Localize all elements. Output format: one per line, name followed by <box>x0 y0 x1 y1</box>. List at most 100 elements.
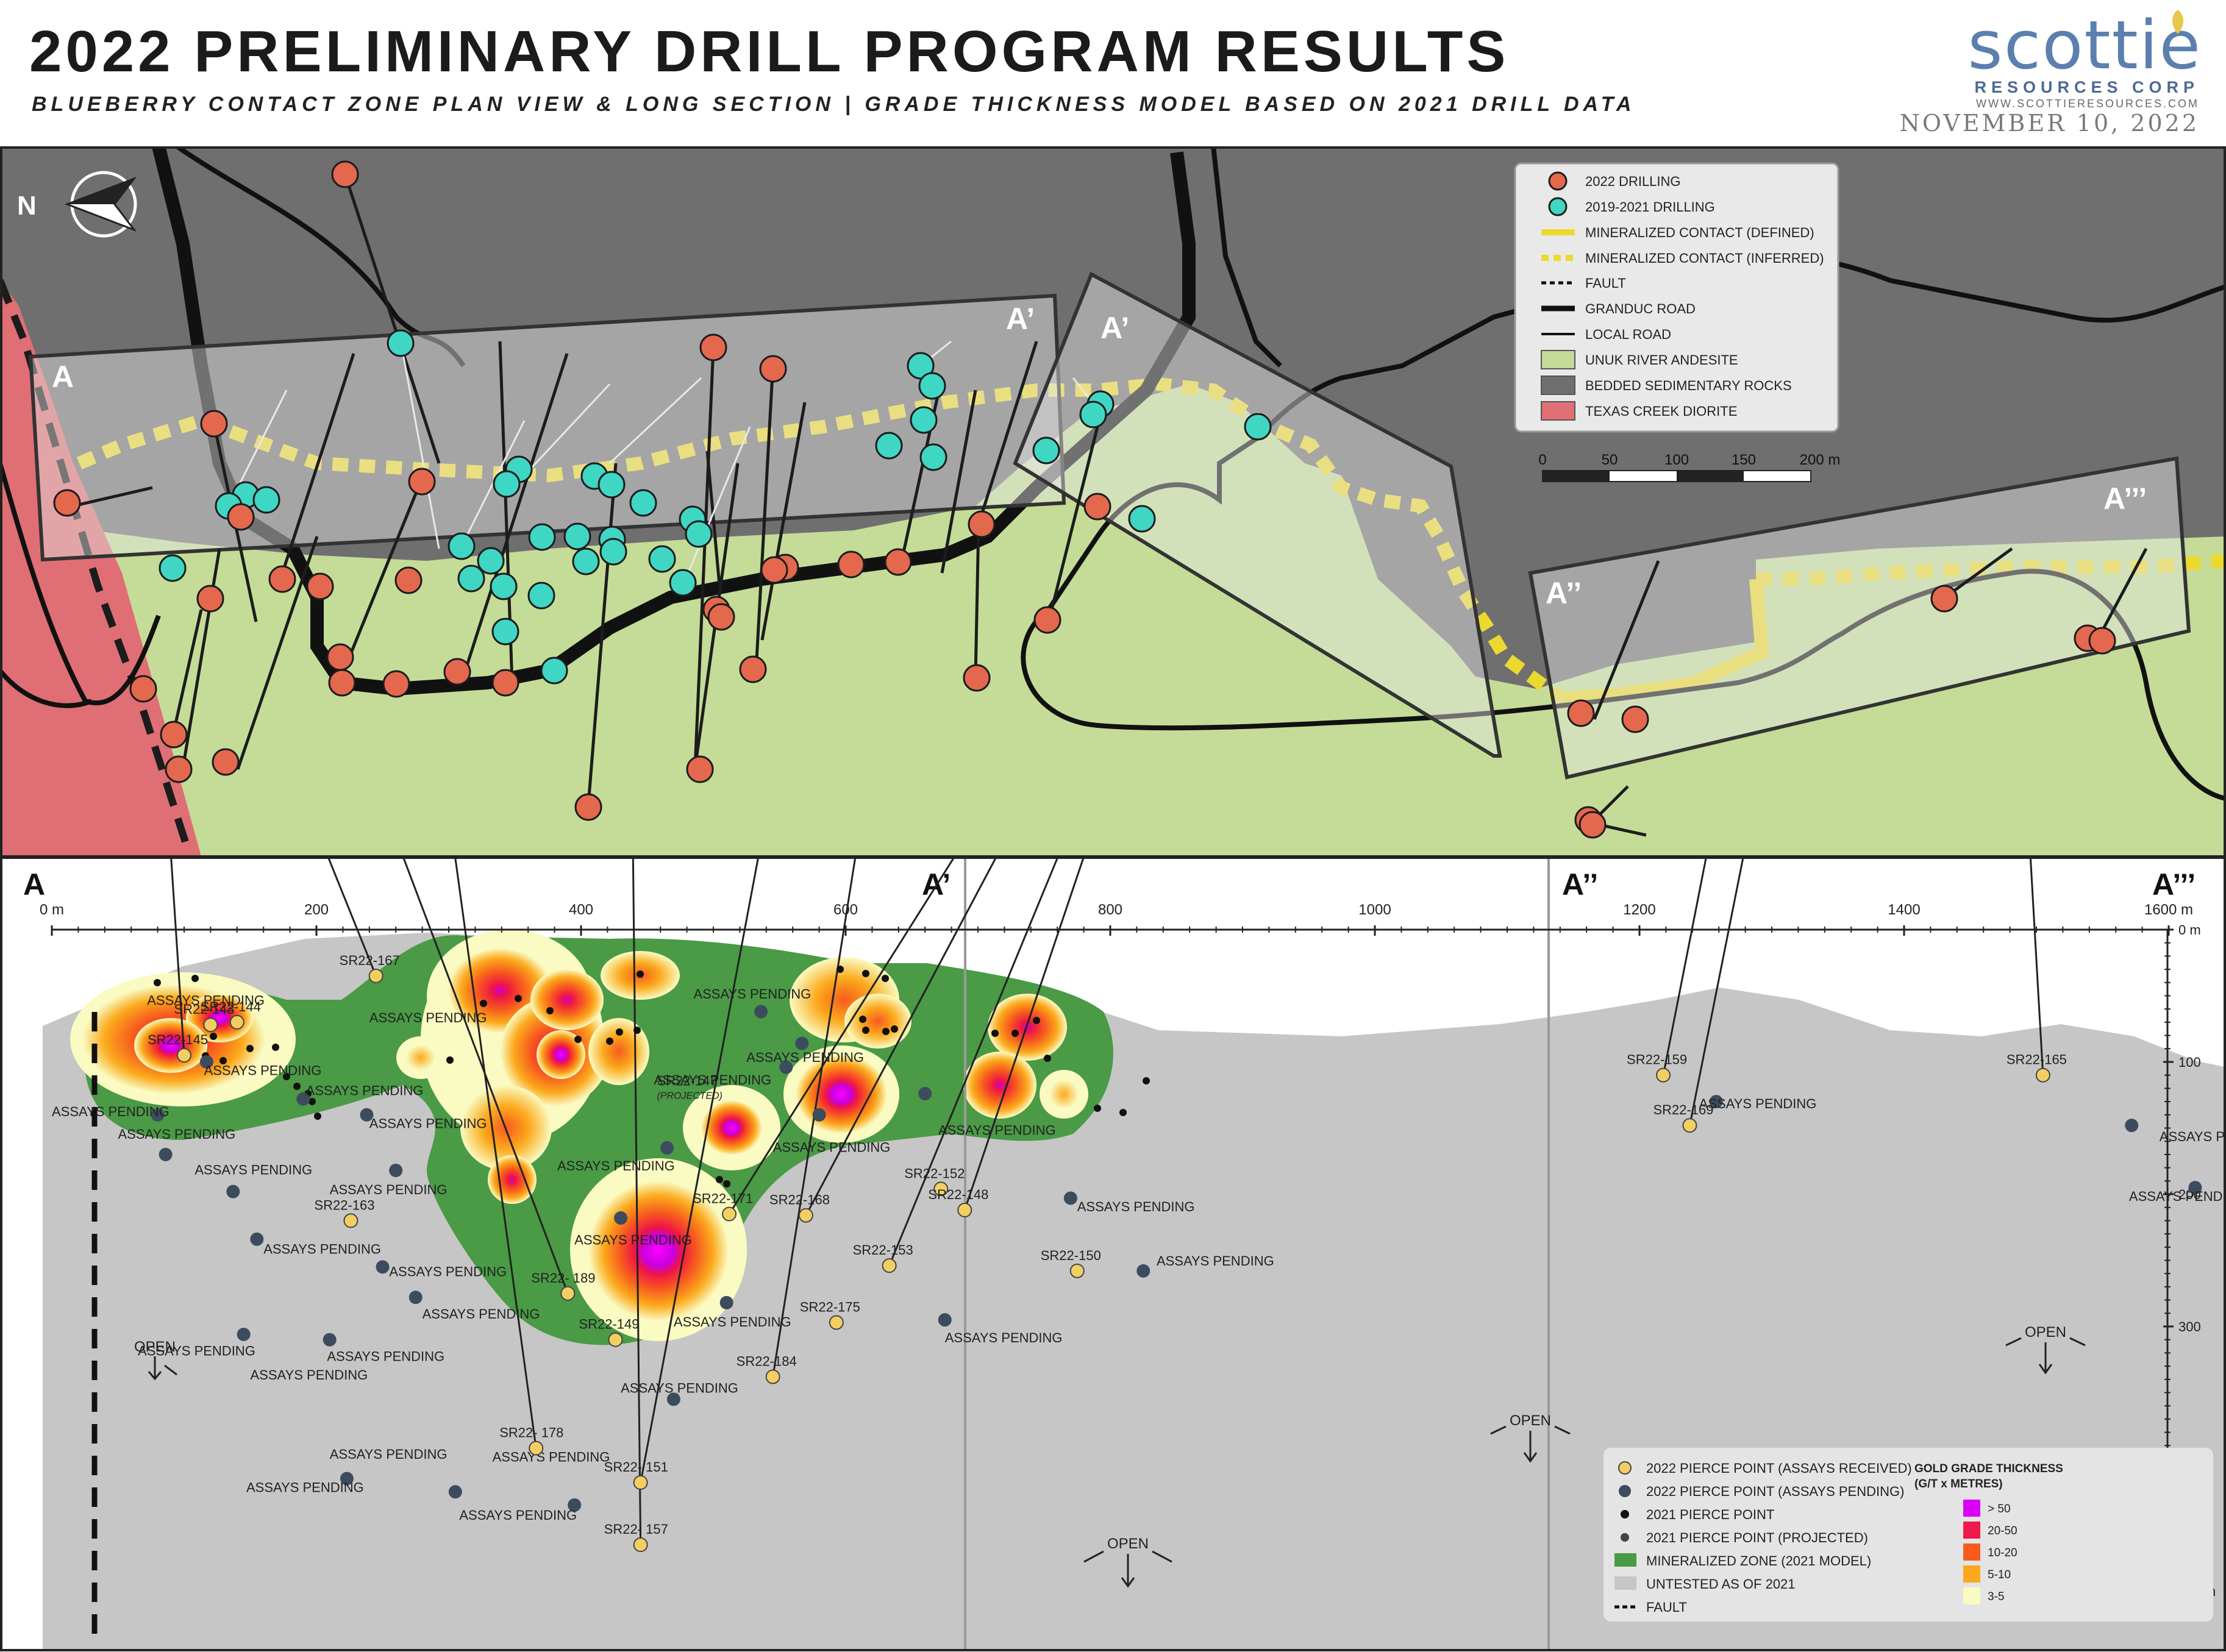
pierce-point-pending <box>754 1005 768 1019</box>
pierce-point-received <box>633 1537 648 1553</box>
pierce-points-2021 <box>154 966 1150 1187</box>
pierce-point-received <box>368 968 383 983</box>
pierce-point-2021 <box>210 1033 217 1040</box>
north-arrow-icon <box>64 171 137 238</box>
pierce-point-2021 <box>246 1045 254 1052</box>
pierce-point-pending <box>199 1055 213 1069</box>
pierce-point-received <box>229 1014 244 1030</box>
callout-leader <box>170 856 185 1056</box>
pierce-point-label: SR22-163 <box>314 1197 374 1212</box>
pierce-point-label: SR22-169 <box>1653 1102 1713 1117</box>
pierce-point-label: SR22- 151 <box>604 1459 668 1475</box>
pierce-point-pending <box>376 1260 390 1274</box>
assays-pending-label: ASSAYS PENDING <box>2129 1189 2226 1204</box>
grade-class-label: 5-10 <box>1988 1568 2011 1581</box>
pierce-point-received <box>1069 1263 1085 1278</box>
callout-leader <box>805 856 998 1216</box>
pierce-point-2021 <box>154 979 161 986</box>
assays-pending-label: ASSAYS PENDING <box>574 1232 692 1247</box>
grade-thickness-heatmap <box>70 930 1088 1341</box>
open-label-2: OPEN <box>1510 1412 1551 1429</box>
pierce-point-label: SR22-168 <box>769 1192 830 1208</box>
x-tick-label: 200 <box>304 902 329 918</box>
pierce-point-label: SR22- 178 <box>499 1425 563 1440</box>
pierce-point-pending <box>812 1108 826 1122</box>
pierce-point-2021 <box>1119 1109 1127 1116</box>
pierce-point-2021 <box>862 970 869 977</box>
pierce-point-received <box>177 1048 191 1063</box>
grade-legend-units: (G/T x METRES) <box>1914 1478 2003 1490</box>
pierce-point-2021 <box>480 1000 487 1007</box>
pierce-point-2021 <box>1011 1030 1019 1037</box>
local-road <box>2 148 2224 801</box>
north-label: N <box>17 191 37 221</box>
pierce-point-label: SR22-153 <box>853 1242 913 1258</box>
pierce-point-received <box>829 1315 844 1330</box>
assays-pending-label: ASSAYS PENDING <box>2160 1129 2226 1144</box>
legend-mineralized-zone: MINERALIZED ZONE (2021 MODEL) <box>1646 1553 1871 1568</box>
pierce-point-2021 <box>293 1083 301 1090</box>
legend-2021-drilling: 2019-2021 DRILLING <box>1585 199 1715 215</box>
x-tick-label: 0 m <box>40 902 64 918</box>
pierce-point-received <box>798 1208 813 1223</box>
pierce-point-label: SR22-171 <box>693 1191 753 1206</box>
pierce-points-pending <box>151 1005 2202 1512</box>
assays-pending-label: ASSAYS PENDING <box>1077 1199 1195 1214</box>
pierce-point-label: SR22- 157 <box>604 1522 668 1537</box>
pierce-point-2021 <box>314 1113 321 1120</box>
pierce-point-2021 <box>633 1027 641 1034</box>
assays-pending-label: ASSAYS PENDING <box>327 1348 444 1364</box>
legend-local-road: LOCAL ROAD <box>1585 327 1671 342</box>
pierce-point-pending <box>159 1147 173 1161</box>
pierce-point-2021 <box>882 975 889 982</box>
pierce-point-received <box>203 1017 218 1033</box>
callout-leaders <box>170 856 2044 1545</box>
pierce-point-2021 <box>309 1098 316 1105</box>
pierce-point-pending <box>1709 1095 1723 1109</box>
pierce-point-pending <box>660 1141 674 1155</box>
assays-pending-label: ASSAYS PENDING <box>557 1158 675 1173</box>
pierce-point-2021 <box>837 966 844 973</box>
legend-contact-inferred: MINERALIZED CONTACT (INFERRED) <box>1585 251 1824 266</box>
pierce-point-received <box>633 1475 648 1490</box>
assays-pending-label: ASSAYS PENDING <box>1157 1253 1274 1269</box>
pierce-point-pending <box>323 1333 337 1347</box>
assays-pending-label: ASSAYS PENDING <box>459 1508 577 1523</box>
pierce-point-label: SR22-184 <box>737 1353 797 1369</box>
drilling-2022-collars <box>53 160 2116 839</box>
pierce-point-pending <box>1136 1264 1150 1278</box>
plan-view-map: A A’ A’ A’’ A’’’ N <box>0 146 2226 856</box>
grade-class-label: 10-20 <box>1988 1547 2017 1559</box>
pierce-point-label: SR22- 189 <box>531 1270 595 1286</box>
pierce-point-pending <box>795 1036 809 1050</box>
legend-granduc-road: GRANDUC ROAD <box>1585 301 1696 316</box>
pierce-point-2021 <box>191 975 199 982</box>
pierce-point-pending <box>250 1232 264 1246</box>
pierce-point-label: SR22-143 <box>174 1002 234 1017</box>
callout-leader <box>402 856 569 1294</box>
pierce-point-pending <box>226 1184 240 1198</box>
pierce-point-2021 <box>283 1073 290 1080</box>
legend-diorite: TEXAS CREEK DIORITE <box>1585 404 1737 419</box>
pierce-point-2021 <box>574 1036 582 1043</box>
callout-leader <box>1662 856 1708 1075</box>
pierce-point-pending <box>408 1291 423 1305</box>
x-tick-label: 1400 <box>1888 902 1920 918</box>
assays-pending-label: ASSAYS PENDING <box>118 1127 236 1142</box>
pierce-point-note: (PROJECTED) <box>657 1091 722 1101</box>
pierce-point-2021 <box>859 1016 866 1023</box>
pierce-point-label: SR22-152 <box>904 1166 965 1181</box>
company-subtitle: RESOURCES CORP <box>1974 78 2199 96</box>
depth-tick-label: 300 <box>2178 1319 2201 1334</box>
callout-leader <box>772 856 857 1377</box>
callout-leader <box>963 856 1085 1211</box>
x-tick-label: 800 <box>1098 902 1122 918</box>
legend-pierce-received: 2022 PIERCE POINT (ASSAYS RECEIVED) <box>1646 1461 1912 1476</box>
pierce-point-pending <box>614 1211 628 1225</box>
section-label-a-prime: A’ <box>1006 302 1035 336</box>
pierce-point-2021 <box>1143 1077 1150 1084</box>
grade-class-swatch <box>1963 1587 1980 1604</box>
pierce-point-2021 <box>862 1027 869 1034</box>
